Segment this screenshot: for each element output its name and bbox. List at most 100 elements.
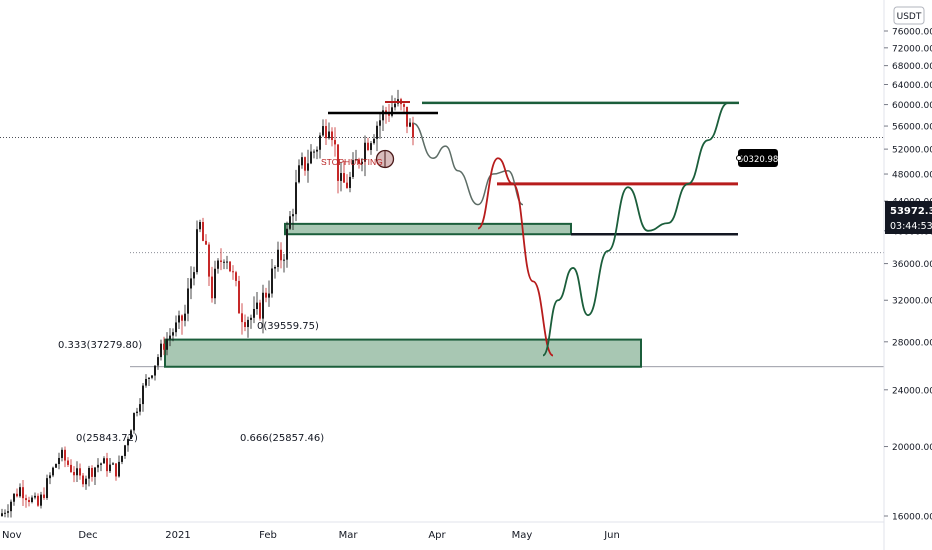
candle-body <box>340 173 342 181</box>
currency-badge[interactable] <box>893 6 925 25</box>
candle-body <box>304 157 306 171</box>
candle-body <box>34 495 36 498</box>
x-tick-label[interactable]: Feb <box>259 530 277 541</box>
candle-body <box>82 475 84 485</box>
candle-body <box>385 110 387 113</box>
candle-body <box>16 493 18 497</box>
candle-body <box>274 267 276 269</box>
candle-body <box>25 498 27 501</box>
candle-body <box>109 464 111 472</box>
y-tick-label: 36000.00 <box>892 260 932 270</box>
candle-body <box>292 214 294 217</box>
candle-body <box>19 487 21 497</box>
x-tick-label[interactable]: Jun <box>603 530 620 541</box>
x-tick-label[interactable]: Dec <box>78 530 97 541</box>
fib-label-0666: 0.666(25857.46) <box>240 433 324 444</box>
candle-body <box>52 467 54 476</box>
candle-body <box>178 315 180 323</box>
candle-body <box>241 313 243 323</box>
projection-green-path <box>542 102 729 357</box>
candle-body <box>64 449 66 461</box>
candle-body <box>337 144 339 181</box>
candle-body <box>376 125 378 139</box>
candle-body <box>169 335 171 340</box>
candle-body <box>349 176 351 188</box>
candle-body <box>253 308 255 318</box>
candle-body <box>301 157 303 166</box>
annotation-overlays <box>328 100 739 357</box>
candle-body <box>226 261 228 263</box>
candle-body <box>262 292 264 319</box>
candle-body <box>160 343 162 358</box>
candle-body <box>244 322 246 327</box>
candle-body <box>7 511 9 513</box>
y-tick-label: 16000.00 <box>892 513 932 523</box>
price-axis-panel[interactable] <box>884 0 932 550</box>
candle-body <box>358 159 360 164</box>
candle-body <box>61 449 63 458</box>
candle-body <box>346 182 348 188</box>
candle-body <box>355 159 357 161</box>
candle-body <box>1 513 3 516</box>
candle-body <box>247 319 249 327</box>
candle-body <box>370 143 372 150</box>
time-axis-ticks[interactable]: Nov Dec 2021 Feb Mar Apr May Jun <box>2 530 620 541</box>
x-tick-label[interactable]: Mar <box>339 530 359 541</box>
candle-body <box>295 182 297 215</box>
y-tick-label: 28000.00 <box>892 338 932 348</box>
candle-body <box>307 163 309 171</box>
candle-body <box>316 149 318 152</box>
projection-red-path <box>477 157 554 357</box>
x-tick-label[interactable]: May <box>512 530 533 541</box>
y-tick-label: 48000.00 <box>892 171 932 181</box>
y-tick-label: 64000.00 <box>892 81 932 91</box>
candle-body <box>85 478 87 485</box>
candle-body <box>205 240 207 245</box>
candle-body <box>55 464 57 468</box>
candle-body <box>334 140 336 145</box>
candle-body <box>391 107 393 116</box>
candle-body <box>232 271 234 273</box>
candle-body <box>157 357 159 366</box>
candle-body <box>325 126 327 139</box>
candle-body <box>394 103 396 108</box>
candle-body <box>40 494 42 506</box>
candle-body <box>379 120 381 126</box>
candle-body <box>142 385 144 405</box>
candle-body <box>148 377 150 380</box>
candle-body <box>172 332 174 336</box>
candle-body <box>238 280 240 314</box>
candle-body <box>79 468 81 476</box>
candle-body <box>22 487 24 499</box>
candle-body <box>217 260 219 269</box>
candle-body <box>406 106 408 127</box>
candle-body <box>280 249 282 261</box>
candle-body <box>106 458 108 472</box>
fib-label-0-lower: 0(25843.72) <box>76 433 138 444</box>
candle-body <box>229 261 231 272</box>
candle-body <box>43 494 45 498</box>
candle-body <box>181 315 183 321</box>
x-tick-label[interactable]: Nov <box>2 530 22 541</box>
candle-body <box>331 131 333 141</box>
candle-body <box>256 302 258 309</box>
candle-body <box>58 457 60 465</box>
target-anchor-dot <box>736 155 742 161</box>
candle-body <box>313 151 315 153</box>
countdown-timer: 03:44:53 <box>890 221 932 232</box>
x-tick-label[interactable]: Apr <box>428 530 446 541</box>
candle-body <box>76 468 78 476</box>
y-tick-label: 60000.00 <box>892 101 932 111</box>
candle-body <box>328 131 330 139</box>
candle-body <box>130 430 132 439</box>
fib-label-0333: 0.333(37279.80) <box>58 340 142 351</box>
y-tick-label: 56000.00 <box>892 123 932 133</box>
lower-support-zone <box>164 338 642 368</box>
x-tick-label[interactable]: 2021 <box>165 530 190 541</box>
stophunting-label: STOPHUNTING <box>321 157 383 167</box>
candle-body <box>94 467 96 477</box>
y-tick-label: 76000.00 <box>892 28 932 38</box>
candle-body <box>127 438 129 446</box>
candle-body <box>373 138 375 144</box>
